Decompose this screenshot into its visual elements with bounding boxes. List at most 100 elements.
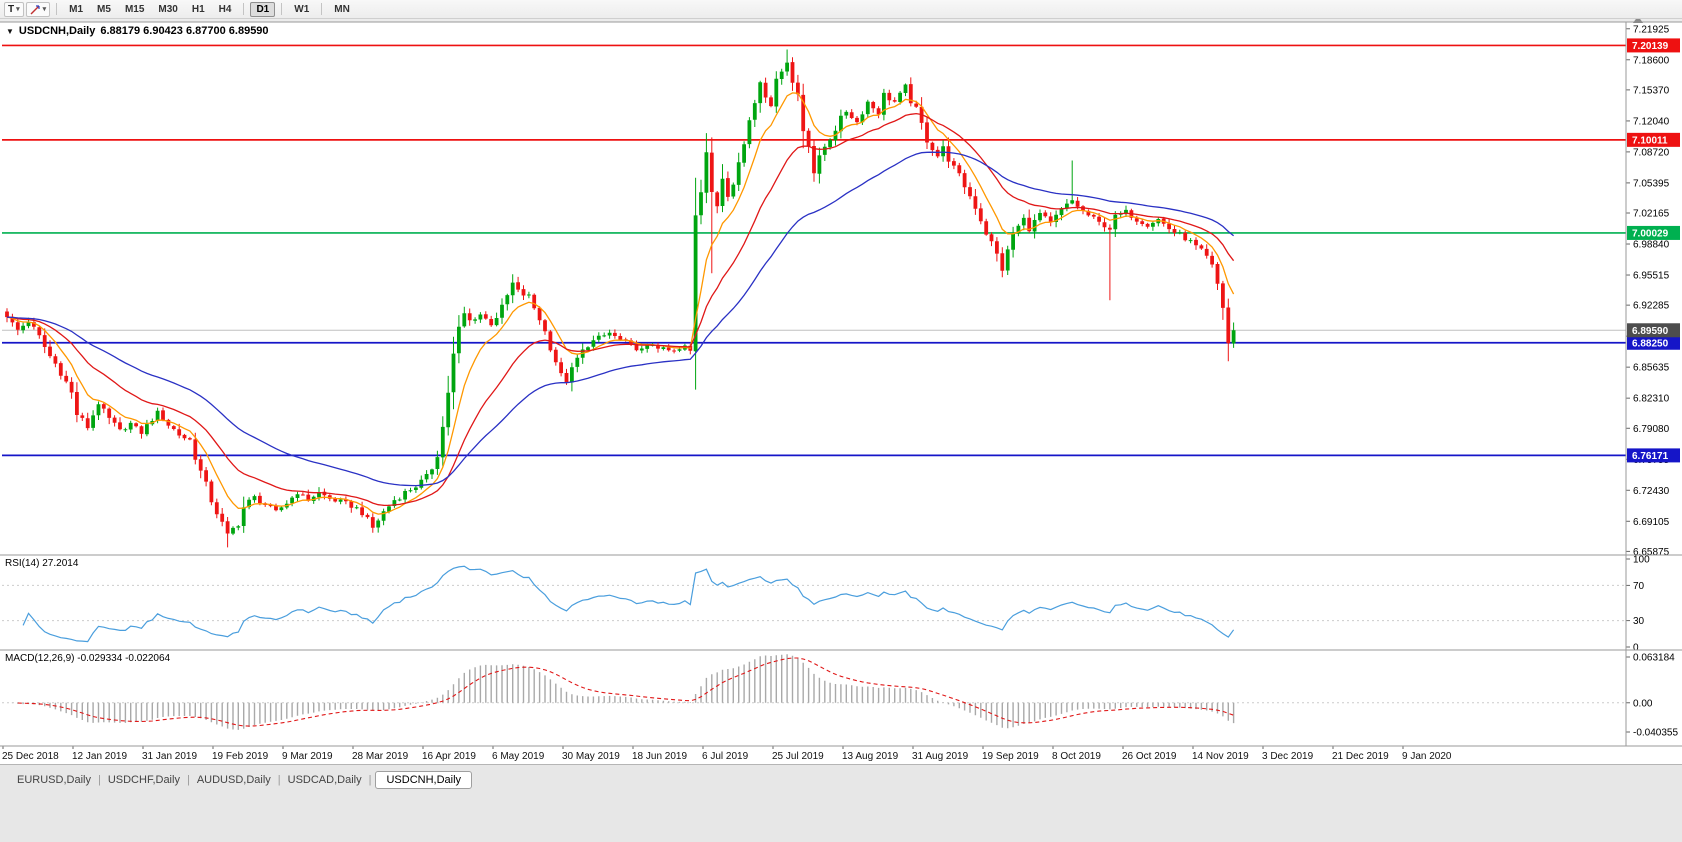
price-axis-label: 7.21925 <box>1633 24 1670 35</box>
toolbar-separator <box>56 3 58 15</box>
toolbar: T ▾ ▾ M1 M5 M15 M30 H1 H4 D1 W1 MN <box>0 0 1682 19</box>
price-axis-label: 6.95515 <box>1633 271 1670 282</box>
ma-slow-blue-line <box>6 151 1235 487</box>
timeframe-m15-button[interactable]: M15 <box>119 2 150 17</box>
date-axis-label: 28 Mar 2019 <box>352 751 409 762</box>
rsi-line <box>22 565 1235 643</box>
price-axis-label: 6.65875 <box>1633 547 1670 558</box>
current-price-tag-label: 6.89590 <box>1632 326 1669 337</box>
macd-axis-label: 0.00 <box>1633 698 1653 709</box>
timeframe-mn-button[interactable]: MN <box>328 2 356 17</box>
tab-audusd-daily[interactable]: AUDUSD,Daily <box>196 774 271 786</box>
date-axis-label: 21 Dec 2019 <box>1332 751 1389 762</box>
draw-tool-icon <box>30 4 40 14</box>
date-axis-label: 9 Mar 2019 <box>282 751 333 762</box>
date-axis-label: 31 Jan 2019 <box>142 751 197 762</box>
price-axis-label: 6.69105 <box>1633 517 1670 528</box>
date-axis-label: 3 Dec 2019 <box>1262 751 1314 762</box>
price-tag-7-10011 <box>1627 132 1680 147</box>
timeframe-h4-button[interactable]: H4 <box>213 2 238 17</box>
text-tool-label: T <box>8 3 15 15</box>
text-tool-button[interactable]: T ▾ <box>4 1 24 17</box>
rsi-axis-label: 100 <box>1633 555 1650 566</box>
price-axis-label: 7.12040 <box>1633 116 1670 127</box>
price-axis-label: 7.15370 <box>1633 85 1670 96</box>
price-tag-6-76171-label: 6.76171 <box>1632 451 1669 462</box>
ma-mid-red-line <box>6 112 1235 507</box>
price-axis-label: 7.08720 <box>1633 147 1670 158</box>
timeframe-w1-button[interactable]: W1 <box>288 2 315 17</box>
price-tag-7-20139 <box>1627 38 1680 53</box>
tab-usdcad-daily[interactable]: USDCAD,Daily <box>287 774 362 786</box>
macd-indicator-label: MACD(12,26,9) -0.029334 -0.022064 <box>5 653 171 664</box>
tab-eurusd-daily[interactable]: EURUSD,Daily <box>17 774 91 786</box>
price-axis-label: 6.98840 <box>1633 240 1670 251</box>
date-axis-label: 26 Oct 2019 <box>1122 751 1177 762</box>
chart-background <box>0 22 1682 764</box>
chart-header: ▼ USDCNH,Daily 6.88179 6.90423 6.87700 6… <box>6 25 269 37</box>
ma-fast-orange-line <box>6 92 1235 515</box>
collapse-chart-icon[interactable]: ▼ <box>6 26 14 36</box>
date-axis-label: 25 Jul 2019 <box>772 751 824 762</box>
date-axis-label: 25 Dec 2018 <box>2 751 59 762</box>
timeframe-m1-button[interactable]: M1 <box>63 2 89 17</box>
tab-separator: | <box>368 774 372 786</box>
date-axis-label: 12 Jan 2019 <box>72 751 127 762</box>
timeframe-d1-button[interactable]: D1 <box>250 1 276 17</box>
price-tag-7-00029 <box>1627 225 1680 240</box>
timeframe-h1-button[interactable]: H1 <box>186 2 211 17</box>
tab-separator: | <box>97 774 101 786</box>
scroll-up-icon[interactable] <box>1633 16 1643 23</box>
price-axis-label: 7.02165 <box>1633 209 1670 220</box>
price-tag-7-10011-label: 7.10011 <box>1632 135 1668 146</box>
symbol-period-label: USDCNH,Daily <box>18 25 96 37</box>
price-axis-label: 6.92285 <box>1633 301 1670 312</box>
price-tag-7-20139-label: 7.20139 <box>1632 41 1669 52</box>
date-axis-label: 16 Apr 2019 <box>422 751 476 762</box>
current-price-tag <box>1627 323 1680 338</box>
timeframe-m5-button[interactable]: M5 <box>91 2 117 17</box>
macd-axis-label: 0.063184 <box>1633 653 1675 664</box>
macd-signal-line <box>17 657 1234 727</box>
draw-tool-button[interactable]: ▾ <box>25 1 51 17</box>
price-axis-label: 6.85635 <box>1633 363 1670 374</box>
date-axis-label: 30 May 2019 <box>562 751 620 762</box>
price-tag-6-88250-label: 6.88250 <box>1632 338 1669 349</box>
tab-usdcnh-daily[interactable]: USDCNH,Daily <box>375 771 473 789</box>
date-axis-label: 9 Jan 2020 <box>1402 751 1452 762</box>
chart-tab-bar: EURUSD,Daily | USDCHF,Daily | AUDUSD,Dai… <box>0 764 1682 842</box>
tab-usdchf-daily[interactable]: USDCHF,Daily <box>107 774 180 786</box>
macd-histogram <box>11 654 1235 730</box>
ohlc-values: 6.88179 6.90423 6.87700 6.89590 <box>100 25 269 37</box>
price-tag-6-88250 <box>1627 335 1680 350</box>
tab-separator: | <box>186 774 190 786</box>
price-axis-label: 7.05395 <box>1633 178 1670 189</box>
price-tag-6-76171 <box>1627 448 1680 463</box>
price-axis-label: 7.18600 <box>1633 55 1670 66</box>
toolbar-separator <box>281 3 283 15</box>
rsi-axis-label: 0 <box>1633 643 1639 654</box>
toolbar-separator <box>243 3 245 15</box>
dropdown-arrow-icon: ▾ <box>42 6 47 13</box>
date-axis-label: 31 Aug 2019 <box>912 751 969 762</box>
date-axis-label: 18 Jun 2019 <box>632 751 687 762</box>
dropdown-arrow-icon: ▾ <box>16 6 20 13</box>
date-axis-label: 6 May 2019 <box>492 751 545 762</box>
price-axis-label: 6.72430 <box>1633 486 1670 497</box>
date-axis-label: 6 Jul 2019 <box>702 751 749 762</box>
toolbar-separator <box>321 3 323 15</box>
timeframe-m30-button[interactable]: M30 <box>152 2 183 17</box>
price-axis-label: 6.82310 <box>1633 394 1670 405</box>
rsi-axis-label: 70 <box>1633 581 1645 592</box>
date-axis-label: 14 Nov 2019 <box>1192 751 1249 762</box>
price-tag-7-00029-label: 7.00029 <box>1632 228 1669 239</box>
date-axis-label: 8 Oct 2019 <box>1052 751 1101 762</box>
tab-separator: | <box>277 774 281 786</box>
rsi-indicator-label: RSI(14) 27.2014 <box>5 558 79 569</box>
rsi-axis-label: 30 <box>1633 616 1645 627</box>
macd-axis-label: -0.040355 <box>1633 728 1678 739</box>
date-axis-label: 13 Aug 2019 <box>842 751 899 762</box>
date-axis-label: 19 Feb 2019 <box>212 751 269 762</box>
